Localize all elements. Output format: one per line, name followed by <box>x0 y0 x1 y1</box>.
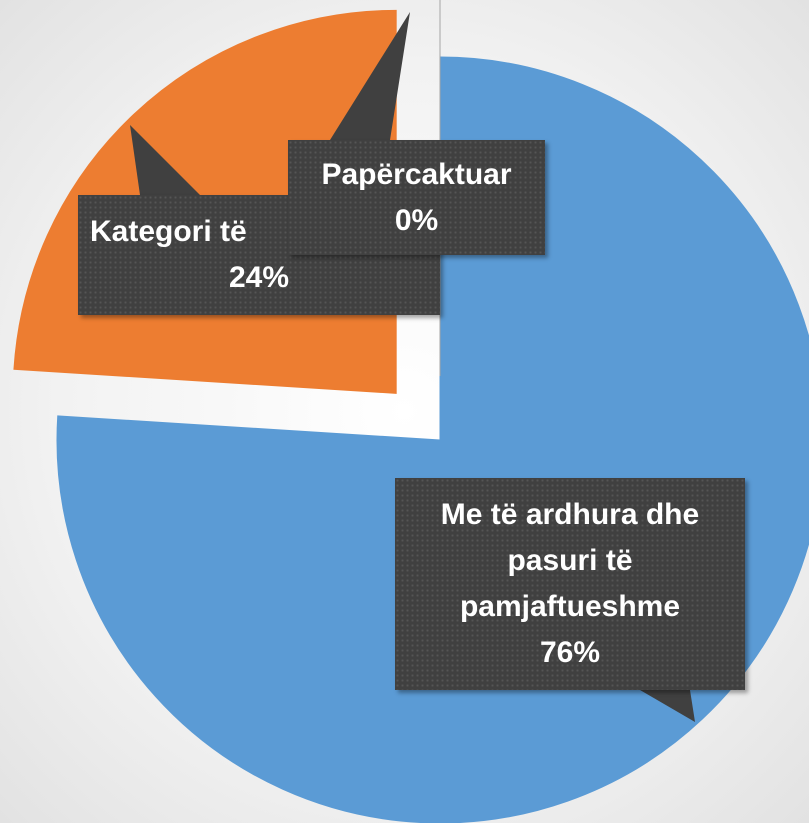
label-value: 24% <box>228 261 290 294</box>
label-value: 0% <box>394 203 439 237</box>
label-value: 76% <box>539 636 601 669</box>
label-pointer <box>130 125 200 195</box>
label-category: Kategori të <box>90 215 247 248</box>
data-label: Kategori të 24% <box>78 195 440 315</box>
label-category: Me të ardhura dhe pasuri të pamjaftueshm… <box>440 498 700 623</box>
label-pointer <box>640 690 695 722</box>
label-category: Papërcaktuar <box>321 157 512 191</box>
label-pointer <box>330 12 410 140</box>
data-label: Papërcaktuar 0% <box>288 140 545 255</box>
data-label: Me të ardhura dhe pasuri të pamjaftueshm… <box>395 478 745 690</box>
